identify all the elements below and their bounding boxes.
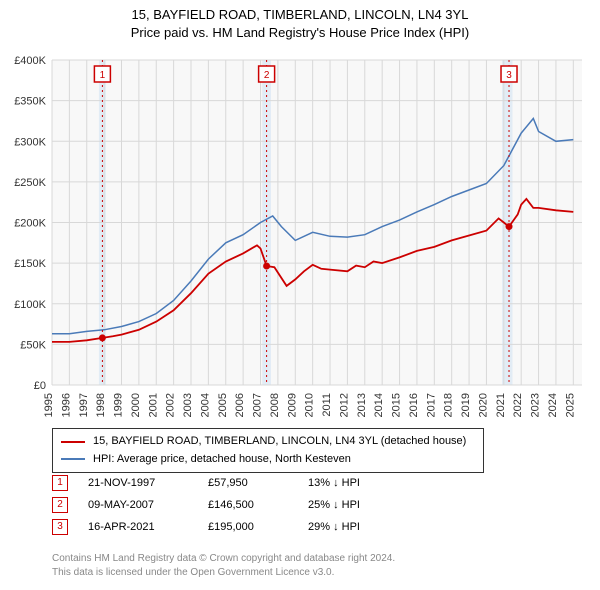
svg-text:2003: 2003 [182, 393, 194, 417]
sales-date: 09-MAY-2007 [88, 494, 208, 516]
svg-text:2015: 2015 [391, 393, 403, 417]
svg-text:3: 3 [506, 70, 512, 81]
footer-attribution: Contains HM Land Registry data © Crown c… [52, 552, 395, 580]
sales-date: 16-APR-2021 [88, 516, 208, 538]
legend-row: HPI: Average price, detached house, Nort… [61, 451, 475, 469]
sales-marker: 1 [52, 475, 68, 491]
sales-marker: 3 [52, 519, 68, 535]
legend-row: 15, BAYFIELD ROAD, TIMBERLAND, LINCOLN, … [61, 433, 475, 451]
legend-label: 15, BAYFIELD ROAD, TIMBERLAND, LINCOLN, … [93, 433, 466, 451]
svg-text:2017: 2017 [425, 393, 437, 417]
svg-text:£0: £0 [34, 380, 46, 392]
svg-text:2004: 2004 [199, 393, 211, 417]
footer-line-2: This data is licensed under the Open Gov… [52, 566, 395, 580]
svg-text:1: 1 [100, 70, 106, 81]
svg-text:£400K: £400K [14, 55, 46, 67]
svg-text:2025: 2025 [564, 393, 576, 417]
sales-row: 2 09-MAY-2007£146,50025% ↓ HPI [52, 494, 408, 516]
svg-text:2022: 2022 [512, 393, 524, 417]
footer-line-1: Contains HM Land Registry data © Crown c… [52, 552, 395, 566]
svg-text:£50K: £50K [20, 339, 46, 351]
legend: 15, BAYFIELD ROAD, TIMBERLAND, LINCOLN, … [52, 428, 484, 473]
svg-text:£200K: £200K [14, 218, 46, 230]
sales-marker: 2 [52, 497, 68, 513]
svg-text:2019: 2019 [460, 393, 472, 417]
sale-dot-1 [99, 334, 106, 341]
svg-text:2021: 2021 [495, 393, 507, 417]
legend-swatch [61, 441, 85, 443]
svg-text:£300K: £300K [14, 136, 46, 148]
legend-swatch [61, 458, 85, 460]
svg-text:1996: 1996 [60, 393, 72, 417]
sales-table: 1 21-NOV-1997£57,95013% ↓ HPI 2 09-MAY-2007… [52, 472, 408, 538]
svg-text:2006: 2006 [234, 393, 246, 417]
svg-text:1997: 1997 [78, 393, 90, 417]
svg-text:2000: 2000 [130, 393, 142, 417]
sales-diff: 13% ↓ HPI [308, 472, 408, 494]
sale-dot-2 [263, 262, 270, 269]
svg-text:£100K: £100K [14, 299, 46, 311]
svg-text:£250K: £250K [14, 177, 46, 189]
sale-dot-3 [506, 223, 513, 230]
svg-text:£150K: £150K [14, 258, 46, 270]
svg-text:1999: 1999 [113, 393, 125, 417]
svg-text:2010: 2010 [304, 393, 316, 417]
sales-row: 1 21-NOV-1997£57,95013% ↓ HPI [52, 472, 408, 494]
svg-text:2013: 2013 [356, 393, 368, 417]
sales-diff: 25% ↓ HPI [308, 494, 408, 516]
svg-text:1995: 1995 [43, 393, 55, 417]
svg-text:2009: 2009 [286, 393, 298, 417]
svg-text:2005: 2005 [217, 393, 229, 417]
svg-text:£350K: £350K [14, 96, 46, 108]
svg-text:2020: 2020 [477, 393, 489, 417]
sales-row: 3 16-APR-2021£195,00029% ↓ HPI [52, 516, 408, 538]
svg-text:2002: 2002 [165, 393, 177, 417]
svg-text:2008: 2008 [269, 393, 281, 417]
svg-text:2012: 2012 [338, 393, 350, 417]
svg-text:2023: 2023 [530, 393, 542, 417]
chart-svg: £0 £50K £100K £150K £200K £250K £300K £350K £400… [0, 0, 600, 420]
svg-text:2024: 2024 [547, 393, 559, 417]
chart-container: 15, BAYFIELD ROAD, TIMBERLAND, LINCOLN, … [0, 0, 600, 590]
svg-text:2011: 2011 [321, 393, 333, 417]
sales-price: £57,950 [208, 472, 308, 494]
legend-label: HPI: Average price, detached house, Nort… [93, 451, 351, 469]
sales-date: 21-NOV-1997 [88, 472, 208, 494]
svg-text:1998: 1998 [95, 393, 107, 417]
svg-text:2018: 2018 [443, 393, 455, 417]
sales-price: £195,000 [208, 516, 308, 538]
sales-price: £146,500 [208, 494, 308, 516]
sales-diff: 29% ↓ HPI [308, 516, 408, 538]
svg-text:2001: 2001 [147, 393, 159, 417]
svg-text:2007: 2007 [252, 393, 264, 417]
svg-text:2016: 2016 [408, 393, 420, 417]
svg-text:2014: 2014 [373, 393, 385, 417]
svg-text:2: 2 [264, 70, 270, 81]
